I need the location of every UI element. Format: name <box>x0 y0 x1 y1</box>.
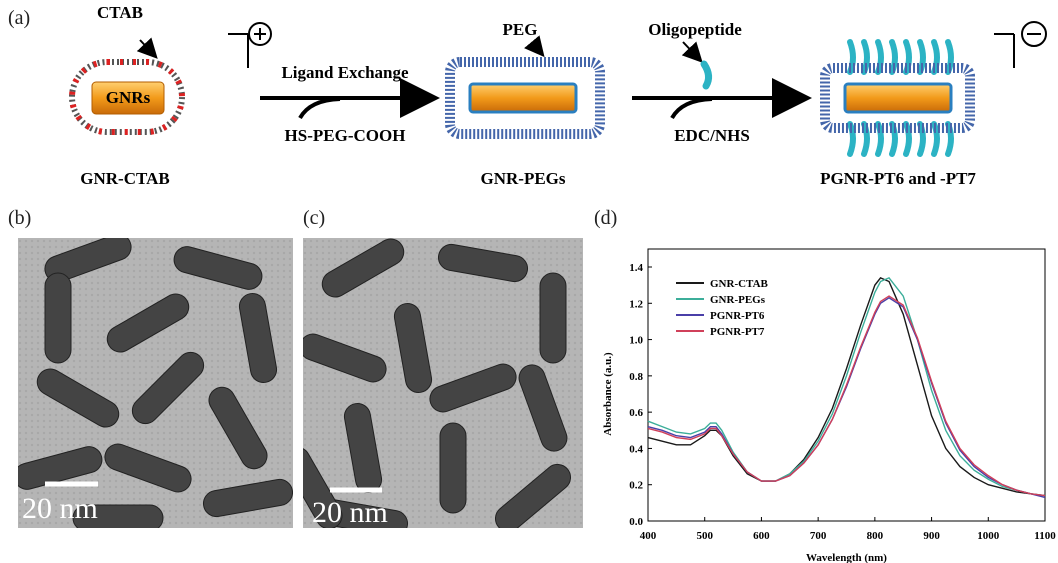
x-tick-label: 600 <box>753 530 770 542</box>
legend-label: PGNR-PT7 <box>710 326 765 338</box>
y-tick-label: 0.0 <box>629 516 643 528</box>
label: Ligand Exchange <box>281 63 409 82</box>
x-tick-label: 1000 <box>977 530 1000 542</box>
page: (a) CTAB GNRs GNR-CTAB Ligand Exchange H… <box>0 0 1058 563</box>
line-series <box>648 298 1045 498</box>
scale-label: 20 nm <box>22 492 98 525</box>
y-tick-label: 1.4 <box>629 262 643 274</box>
y-axis-label: Absorbance (a.u.) <box>602 352 614 436</box>
legend-label: GNR-PEGs <box>710 294 766 306</box>
x-tick-label: 400 <box>640 530 657 542</box>
y-tick-label: 0.8 <box>629 371 643 383</box>
label: PGNR-PT6 and -PT7 <box>820 169 976 188</box>
chart: 0.0 0.2 0.4 0.6 0.8 1.0 1.2 1.4 400 500 600 700 800 9… <box>602 249 1056 563</box>
x-tick-label: 900 <box>923 530 940 542</box>
figure: (a) CTAB GNRs GNR-CTAB Ligand Exchange H… <box>0 0 1058 563</box>
arrow <box>532 42 542 54</box>
tem-image <box>279 234 583 538</box>
legend-label: GNR-CTAB <box>710 278 769 290</box>
line-series <box>648 296 1045 496</box>
panel-label: (d) <box>594 207 617 229</box>
y-tick-label: 1.2 <box>629 298 643 310</box>
y-tick-label: 0.4 <box>629 443 643 455</box>
label: HS-PEG-COOH <box>285 126 406 145</box>
y-tick-label: 0.2 <box>629 480 643 492</box>
arrow-curve <box>672 99 712 118</box>
x-tick-label: 800 <box>867 530 884 542</box>
arrow <box>683 42 700 60</box>
panel-label: (a) <box>8 7 30 29</box>
x-tick-label: 500 <box>696 530 713 542</box>
y-tick-label: 1.0 <box>629 335 643 347</box>
rod <box>440 423 466 513</box>
x-tick-label: 700 <box>810 530 827 542</box>
panel-label: (c) <box>303 207 325 229</box>
label: Oligopeptide <box>648 20 742 39</box>
arrow <box>140 40 155 56</box>
x-tick-label: 1100 <box>1034 530 1056 542</box>
nanorod <box>845 84 951 112</box>
label: GNR-PEGs <box>481 169 566 188</box>
scale-label: 20 nm <box>312 496 388 529</box>
label: EDC/NHS <box>674 126 750 145</box>
panel-label: (b) <box>8 207 31 229</box>
legend-label: PGNR-PT6 <box>710 310 765 322</box>
nanorod <box>470 84 576 112</box>
y-tick-label: 0.6 <box>629 407 643 419</box>
label: GNR-CTAB <box>80 169 169 188</box>
label: PEG <box>503 20 538 39</box>
rod <box>540 273 566 363</box>
peptide <box>704 64 709 86</box>
rod <box>45 273 71 363</box>
x-axis-label: Wavelength (nm) <box>806 552 887 563</box>
arrow-curve <box>300 99 340 118</box>
label: CTAB <box>97 3 143 22</box>
label: GNRs <box>106 88 151 107</box>
